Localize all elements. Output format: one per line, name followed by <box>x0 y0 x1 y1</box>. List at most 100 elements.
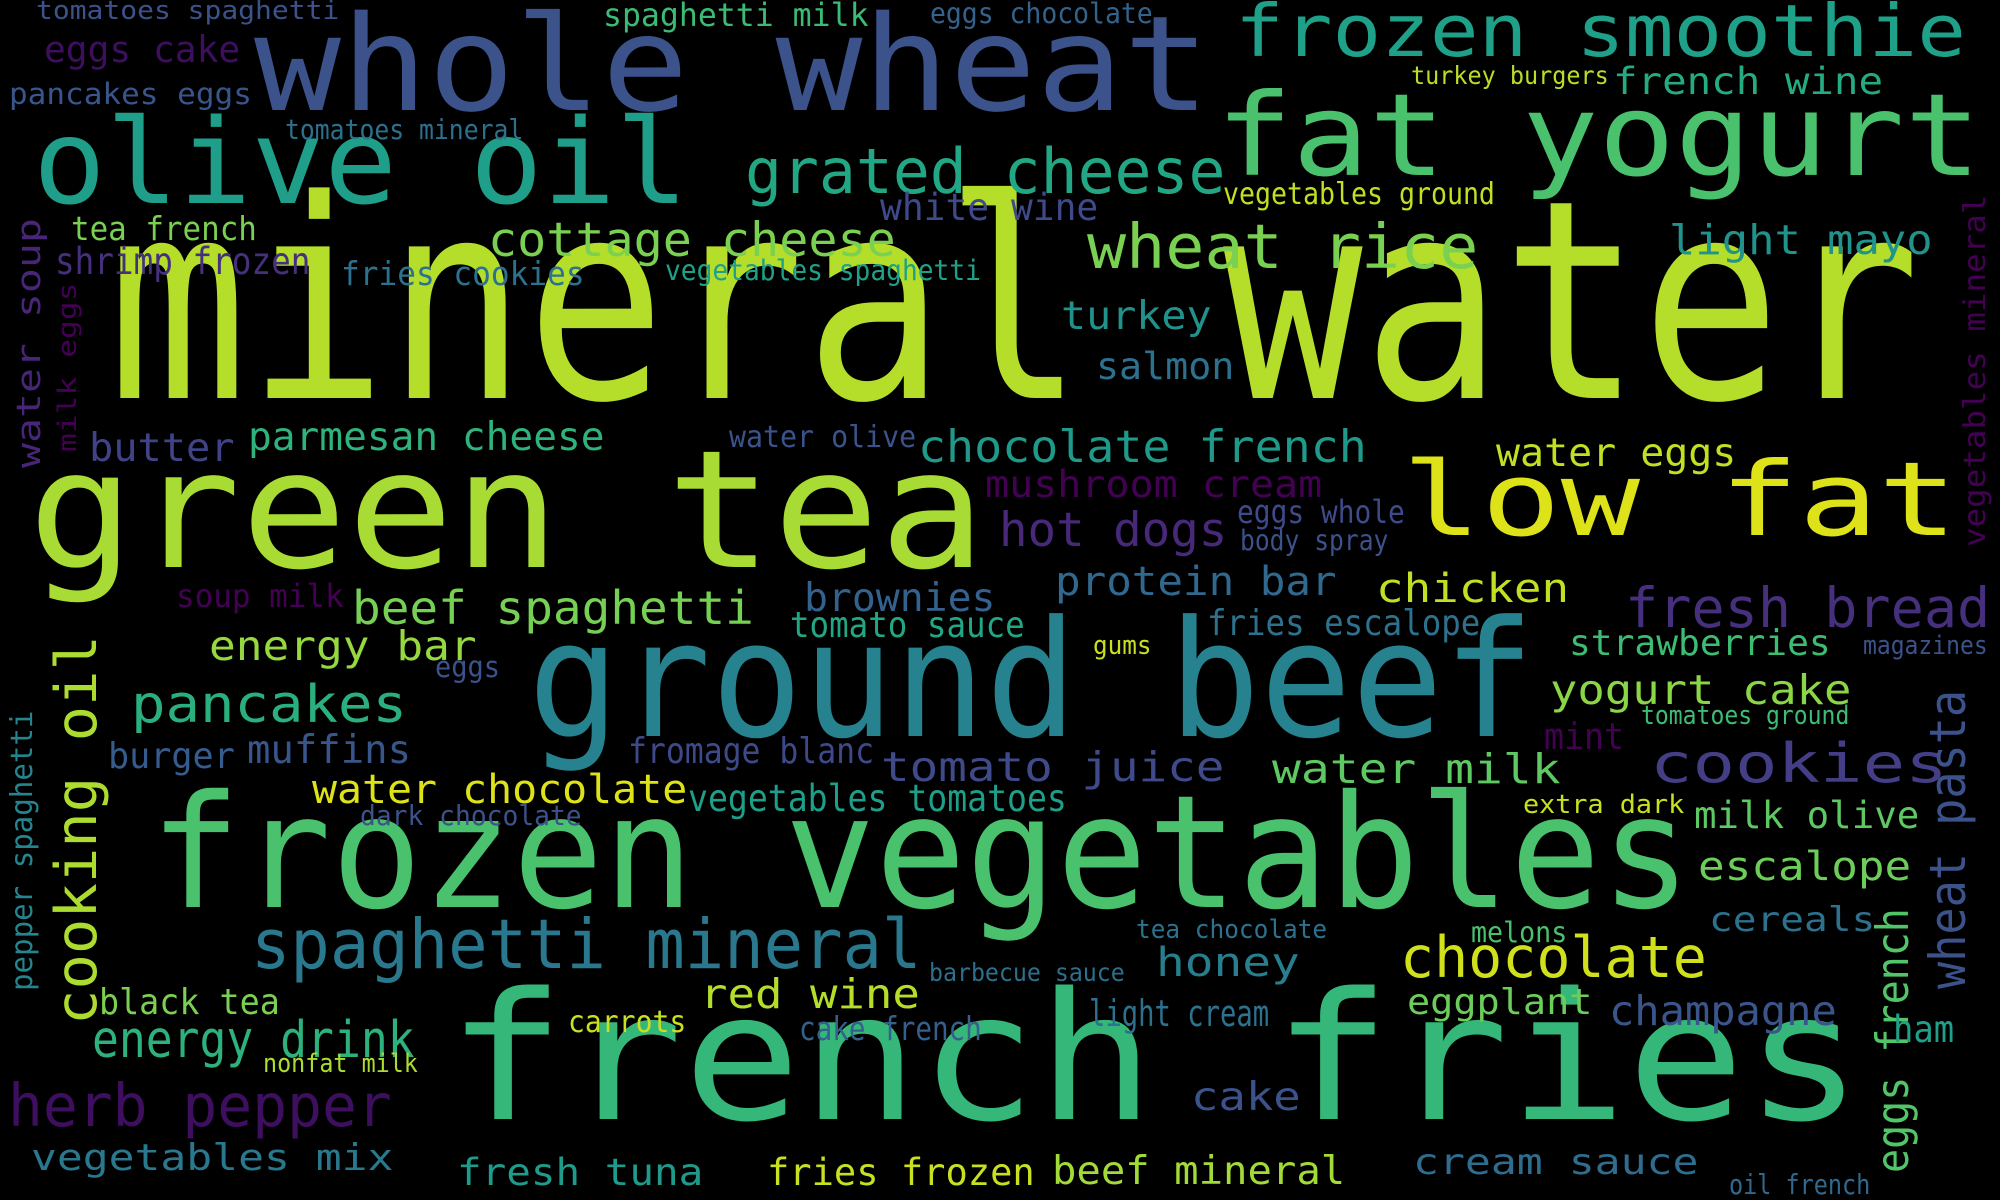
word-red-wine: red wine <box>700 969 920 1018</box>
word-melons: melons <box>1471 916 1568 950</box>
word-soup-milk: soup milk <box>176 576 344 615</box>
word-tomato-juice: tomato juice <box>881 742 1225 791</box>
word-tomatoes-spaghetti: tomatoes spaghetti <box>36 0 340 27</box>
word-champagne: champagne <box>1609 986 1837 1035</box>
word-eggplant: eggplant <box>1407 982 1593 1024</box>
word-low-fat: low fat <box>1402 440 1958 560</box>
word-escalope: escalope <box>1698 843 1912 890</box>
word-herb-pepper: herb pepper <box>8 1071 392 1140</box>
word-wheat-pasta: wheat pasta <box>1919 689 1977 989</box>
word-strawberries: strawberries <box>1569 623 1831 665</box>
word-parmesan-cheese: parmesan cheese <box>248 415 605 461</box>
word-protein-bar: protein bar <box>1055 558 1337 605</box>
word-energy-bar: energy bar <box>209 621 477 670</box>
word-water-eggs: water eggs <box>1496 431 1737 477</box>
word-french-wine: french wine <box>1613 59 1884 104</box>
word-turkey-burgers: turkey burgers <box>1411 61 1609 91</box>
word-cream-sauce: cream sauce <box>1413 1142 1699 1184</box>
word-burger: burger <box>108 736 235 778</box>
word-vegetables-mix: vegetables mix <box>31 1136 394 1180</box>
word-cookies: cookies <box>1650 732 1948 796</box>
word-fries-cookies: fries cookies <box>341 253 585 293</box>
word-water-chocolate: water chocolate <box>312 766 688 813</box>
word-dark-chocolate: dark chocolate <box>360 801 582 833</box>
word-wheat-rice: wheat rice <box>1087 211 1479 283</box>
word-ground-beef: ground beef <box>528 586 1535 775</box>
word-tomatoes-ground: tomatoes ground <box>1641 701 1850 732</box>
word-water-soup: water soup <box>9 218 48 468</box>
word-cottage-cheese: cottage cheese <box>488 213 896 269</box>
word-water-milk: water milk <box>1272 744 1561 793</box>
word-pancakes-eggs: pancakes eggs <box>9 77 252 111</box>
word-water-olive: water olive <box>729 419 917 455</box>
word-turkey: turkey <box>1061 294 1212 340</box>
word-vegetables-ground: vegetables ground <box>1223 176 1495 212</box>
word-grated-cheese: grated cheese <box>745 134 1226 208</box>
word-chicken: chicken <box>1376 565 1570 612</box>
word-muffins: muffins <box>247 728 412 774</box>
word-pancakes: pancakes <box>131 674 408 735</box>
word-extra-dark: extra dark <box>1523 790 1685 821</box>
word-white-wine: white wine <box>880 185 1099 230</box>
word-cake-french: cake french <box>799 1008 982 1048</box>
word-hot-dogs: hot dogs <box>999 503 1228 559</box>
word-tea-french: tea french <box>71 208 257 248</box>
word-green-tea: green tea <box>28 415 986 607</box>
word-vegetables-spaghetti: vegetables spaghetti <box>665 254 981 288</box>
word-ham: ham <box>1893 1007 1955 1052</box>
word-shrimp-frozen: shrimp frozen <box>55 239 311 284</box>
word-fries-frozen: fries frozen <box>767 1150 1035 1195</box>
word-cake: cake <box>1191 1075 1301 1121</box>
word-salmon: salmon <box>1096 344 1235 389</box>
word-light-mayo: light mayo <box>1669 215 1933 264</box>
word-frozen-vegetables: frozen vegetables <box>150 762 1692 946</box>
word-eggs: eggs <box>435 650 501 684</box>
word-vegetables-tomatoes: vegetables tomatoes <box>688 776 1067 821</box>
word-beef-mineral: beef mineral <box>1052 1149 1346 1195</box>
word-butter: butter <box>89 426 235 472</box>
word-cereals: cereals <box>1709 899 1876 940</box>
word-tomatoes-mineral: tomatoes mineral <box>285 115 524 147</box>
word-beef-spaghetti: beef spaghetti <box>352 581 754 636</box>
word-barbecue-sauce: barbecue sauce <box>929 958 1125 988</box>
word-chocolate-french: chocolate french <box>918 420 1367 474</box>
word-fat-yogurt: fat yogurt <box>1216 69 1982 203</box>
word-energy-drink: energy drink <box>92 1009 415 1069</box>
word-mint: mint <box>1544 715 1625 759</box>
word-fries-escalope: fries escalope <box>1207 603 1481 645</box>
word-fresh-bread: fresh bread <box>1625 577 1991 642</box>
word-eggs-chocolate: eggs chocolate <box>930 0 1153 31</box>
word-body-spray: body spray <box>1240 524 1389 558</box>
word-pepper-spaghetti: pepper spaghetti <box>5 710 40 991</box>
word-cooking-oil: cooking oil <box>44 634 110 1025</box>
word-nonfat-milk: nonfat milk <box>263 1049 418 1080</box>
word-frozen-smoothie: frozen smoothie <box>1235 0 1966 73</box>
word-milk-olive: milk olive <box>1694 793 1920 838</box>
word-oil-french: oil french <box>1729 1170 1871 1200</box>
word-tomato-sauce: tomato sauce <box>790 605 1025 647</box>
word-milk-eggs: milk eggs <box>53 282 83 452</box>
word-fresh-tuna: fresh tuna <box>457 1150 704 1195</box>
word-mineral-water: mineral water <box>108 141 1921 464</box>
word-honey: honey <box>1156 939 1300 986</box>
word-gums: gums <box>1093 631 1152 662</box>
word-tea-chocolate: tea chocolate <box>1136 915 1328 946</box>
word-black-tea: black tea <box>99 982 280 1024</box>
word-whole-wheat: whole wheat <box>254 0 1211 142</box>
word-magazines: magazines <box>1863 631 1988 662</box>
word-eggs-whole: eggs whole <box>1237 492 1405 531</box>
word-light-cream: light cream <box>1089 992 1270 1036</box>
word-fromage-blanc: fromage blanc <box>628 731 874 773</box>
word-spaghetti-milk: spaghetti milk <box>603 0 869 34</box>
word-vegetables-mineral: vegetables mineral <box>1958 194 1993 548</box>
word-yogurt-cake: yogurt cake <box>1550 665 1852 714</box>
word-mushroom-cream: mushroom cream <box>985 462 1323 507</box>
word-spaghetti-mineral: spaghetti mineral <box>251 905 922 986</box>
word-chocolate: chocolate <box>1400 925 1707 992</box>
word-olive-oil: olive oil <box>33 93 689 231</box>
word-carrots: carrots <box>568 1004 687 1040</box>
word-eggs-cake: eggs cake <box>44 28 241 72</box>
word-french-fries: french fries <box>447 955 1863 1161</box>
word-brownies: brownies <box>804 576 996 622</box>
